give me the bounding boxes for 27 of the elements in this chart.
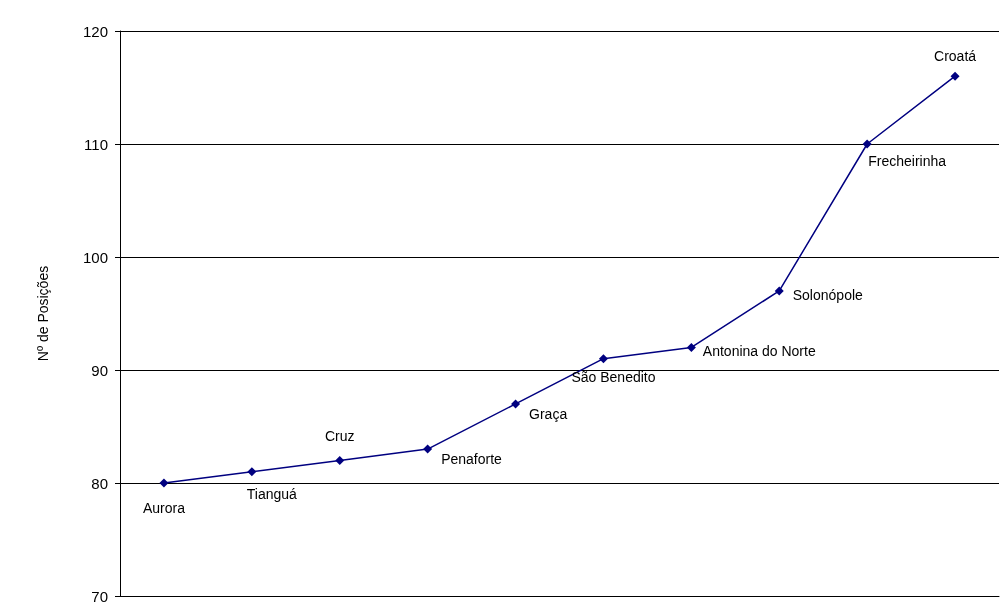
point [511,399,521,409]
point [159,478,169,488]
point [423,444,433,454]
point [335,455,345,465]
data-label: Croatá [934,47,977,64]
data-label: Graça [529,405,568,422]
data-label: Penaforte [441,451,503,468]
data-label: Cruz [324,427,355,444]
data-label: Frecheirinha [868,152,947,169]
point [598,354,608,364]
point [686,342,696,352]
data-label: Aurora [142,499,186,516]
y-tick-label: 110 [84,135,108,153]
y-axis-title: Nº de Posições [35,265,51,362]
point [774,286,784,296]
y-tick-label: 100 [82,248,108,266]
y-tick-label: 80 [91,474,108,492]
data-label: Tianguá [246,486,298,503]
point [247,467,257,477]
data-label: Antonina do Norte [702,343,816,360]
point [862,139,872,149]
y-tick-label: 120 [82,22,108,40]
data-label: Solonópole [792,286,864,303]
y-tick-label: 70 [91,587,108,605]
y-tick-label: 90 [91,361,108,379]
point [950,71,960,81]
data-label: São Benedito [571,369,656,386]
